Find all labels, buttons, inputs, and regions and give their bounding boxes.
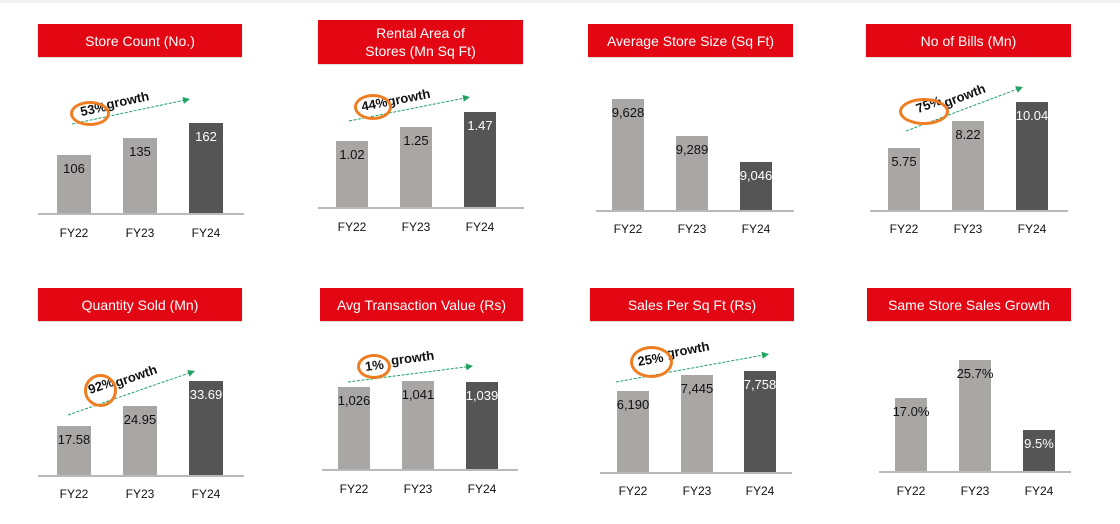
x-tick-label: FY24 (191, 487, 221, 501)
bar-fy23: 9,289 (676, 136, 708, 210)
x-tick-label: FY22 (59, 226, 89, 240)
chart-title: Same Store Sales Growth (867, 288, 1071, 321)
x-tick-label: FY24 (465, 220, 495, 234)
x-tick-label: FY23 (682, 484, 712, 498)
chart-title: Avg Transaction Value (Rs) (320, 288, 523, 321)
x-tick-label: FY22 (613, 222, 643, 236)
top-divider (0, 0, 1120, 3)
bar-fy23: 7,445 (681, 375, 713, 472)
bar-fy22: 106 (57, 155, 91, 213)
growth-highlight-ring (354, 94, 392, 120)
bar-fy23: 1.25 (400, 127, 432, 207)
data-label: 1.47 (467, 118, 493, 133)
data-label: 9,628 (611, 105, 645, 120)
bar-fy22: 17.58 (57, 426, 91, 475)
data-label: 5.75 (891, 154, 917, 169)
x-tick-label: FY24 (191, 226, 221, 240)
x-tick-label: FY24 (1017, 222, 1047, 236)
x-tick-label: FY23 (403, 482, 433, 496)
bar-fy22: 5.75 (888, 148, 920, 210)
chart-title: Store Count (No.) (38, 24, 242, 57)
bar-fy23: 24.95 (123, 406, 157, 475)
data-label: 9,289 (675, 142, 709, 157)
data-label: 9,046 (739, 168, 773, 183)
bar-fy22: 6,190 (617, 391, 649, 472)
x-axis-line (596, 210, 794, 212)
x-tick-label: FY23 (953, 222, 983, 236)
data-label: 10.04 (1015, 108, 1049, 123)
data-label: 9.5% (1024, 436, 1054, 451)
x-axis-line (879, 471, 1071, 473)
chart-title: Rental Area of Stores (Mn Sq Ft) (318, 20, 523, 64)
bar-fy22: 1.02 (336, 141, 368, 207)
x-axis-line (38, 475, 244, 477)
x-axis-line (870, 210, 1068, 212)
x-tick-label: FY23 (677, 222, 707, 236)
data-label: 1,039 (465, 388, 499, 403)
bar-fy24: 7,758 (744, 371, 776, 472)
growth-highlight-ring (70, 101, 110, 126)
bar-fy23: 25.7% (957, 360, 993, 471)
data-label: 162 (195, 129, 217, 144)
data-label: 25.7% (956, 366, 994, 381)
growth-highlight-ring (84, 374, 117, 407)
x-tick-label: FY22 (889, 222, 919, 236)
x-tick-label: FY23 (960, 484, 990, 498)
data-label: 24.95 (123, 412, 157, 427)
chart-title: Average Store Size (Sq Ft) (588, 24, 793, 57)
x-axis-line (38, 213, 244, 215)
x-tick-label: FY23 (125, 487, 155, 501)
bar-fy22: 17.0% (893, 398, 929, 471)
data-label: 7,758 (743, 377, 777, 392)
chart-title: No of Bills (Mn) (866, 24, 1071, 57)
x-tick-label: FY24 (467, 482, 497, 496)
growth-highlight-ring (630, 346, 673, 378)
x-tick-label: FY23 (125, 226, 155, 240)
x-tick-label: FY22 (618, 484, 648, 498)
data-label: 1.25 (403, 133, 429, 148)
bar-fy24: 1,039 (466, 382, 498, 469)
x-tick-label: FY24 (1024, 484, 1054, 498)
bar-fy24: 10.04 (1016, 102, 1048, 210)
x-tick-label: FY24 (745, 484, 775, 498)
data-label: 106 (63, 161, 85, 176)
bar-fy24: 33.69 (189, 381, 223, 475)
x-tick-label: FY22 (896, 484, 926, 498)
data-label: 17.58 (57, 432, 91, 447)
data-label: 33.69 (189, 387, 223, 402)
x-tick-label: FY23 (401, 220, 431, 234)
x-tick-label: FY22 (59, 487, 89, 501)
bar-fy22: 9,628 (612, 99, 644, 210)
x-axis-line (322, 469, 518, 471)
bar-fy24: 9.5% (1023, 430, 1055, 471)
data-label: 8.22 (955, 127, 981, 142)
data-label: 17.0% (892, 404, 930, 419)
x-tick-label: FY24 (741, 222, 771, 236)
x-tick-label: FY22 (339, 482, 369, 496)
data-label: 1,041 (401, 387, 435, 402)
chart-title: Quantity Sold (Mn) (38, 288, 242, 321)
chart-title: Sales Per Sq Ft (Rs) (590, 288, 794, 321)
bar-fy23: 8.22 (952, 121, 984, 210)
data-label: 1,026 (337, 393, 371, 408)
x-tick-label: FY22 (337, 220, 367, 234)
bar-fy22: 1,026 (338, 387, 370, 469)
data-label: 1.02 (339, 147, 365, 162)
data-label: 7,445 (680, 381, 714, 396)
x-axis-line (600, 472, 792, 474)
growth-highlight-ring (899, 98, 949, 125)
data-label: 135 (129, 144, 151, 159)
bar-fy24: 162 (189, 123, 223, 213)
bar-fy24: 1.47 (464, 112, 496, 207)
bar-fy23: 135 (123, 138, 157, 213)
bar-fy24: 9,046 (740, 162, 772, 210)
growth-highlight-ring (357, 354, 391, 379)
data-label: 6,190 (616, 397, 650, 412)
bar-fy23: 1,041 (402, 381, 434, 469)
x-axis-line (318, 207, 524, 209)
